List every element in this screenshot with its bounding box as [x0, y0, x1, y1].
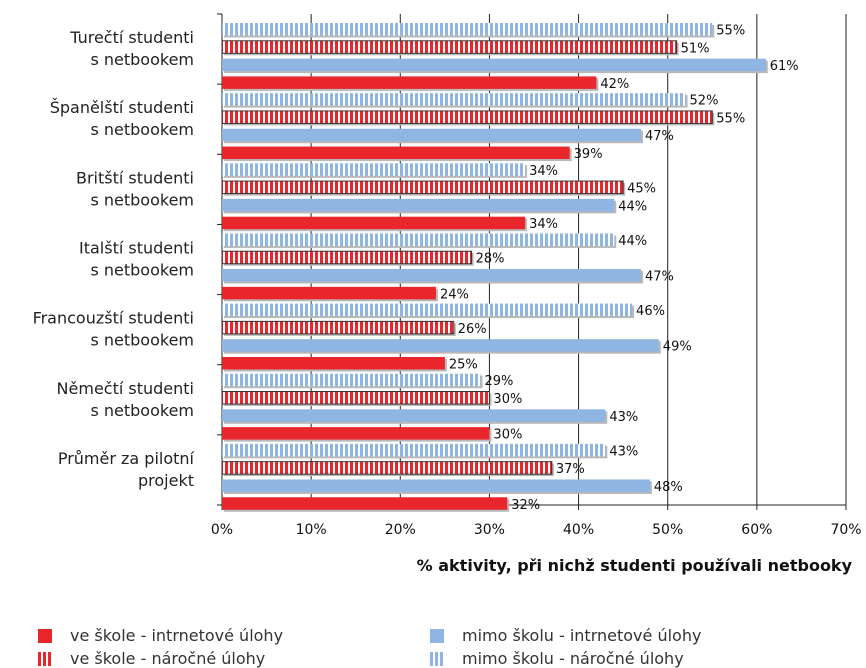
x-tick-label: 70% [830, 522, 861, 538]
bar-chart: 0% 10% 20% 30% 40% 50% 60% 70% 55% 51% 61% 42% Tureč… [33, 13, 862, 575]
data-label: 42% [600, 77, 629, 92]
bar [222, 427, 490, 440]
x-tick-label: 30% [474, 522, 505, 538]
data-label: 43% [609, 410, 638, 425]
category-label: projekt [138, 471, 194, 490]
bar [222, 356, 445, 370]
bar [222, 373, 481, 387]
data-label: 44% [618, 199, 647, 214]
x-tick-label: 10% [296, 522, 327, 538]
legend-swatch-blue-solid [430, 628, 444, 643]
category-label: Turečtí studenti [69, 28, 194, 47]
data-label: 29% [485, 374, 514, 389]
data-label: 28% [476, 252, 505, 267]
bar [222, 146, 570, 160]
category-label: s netbookem [90, 50, 194, 69]
bar [222, 269, 641, 282]
bar [222, 233, 615, 246]
chart-container: 0% 10% 20% 30% 40% 50% 60% 70% 55% 51% 61% 42% Tureč… [33, 13, 862, 668]
legend-item-ve-skole-internetove: ve škole - intrnetové úlohy [38, 626, 283, 645]
legend-swatch-blue-striped [430, 651, 444, 666]
data-label: 52% [690, 94, 719, 109]
legend-swatch-red-striped [38, 651, 52, 666]
x-axis-title: % aktivity, při nichž studenti používali… [417, 556, 853, 575]
data-label: 55% [716, 24, 745, 39]
legend-item-mimo-skolu-narocne: mimo školu - náročné úlohy [430, 649, 684, 668]
bar [222, 76, 597, 89]
data-label: 45% [627, 182, 656, 197]
data-label: 30% [493, 392, 522, 407]
x-tick-label: 0% [211, 522, 233, 538]
data-label: 61% [770, 59, 799, 74]
category-label: s netbookem [90, 120, 194, 139]
x-tick-label: 20% [385, 522, 416, 538]
legend-label: ve škole - náročné úlohy [70, 649, 266, 668]
category-label: Němečtí studenti [57, 379, 194, 398]
bar [222, 303, 633, 317]
x-tick-label: 50% [652, 522, 683, 538]
data-label: 46% [636, 304, 665, 319]
data-label: 30% [493, 428, 522, 443]
bar [221, 391, 490, 405]
category-label: s netbookem [90, 331, 194, 350]
bar [222, 198, 615, 212]
data-label: 47% [645, 129, 674, 144]
bar [221, 180, 624, 195]
bar [222, 286, 436, 300]
bar [222, 216, 526, 230]
bar [221, 40, 678, 54]
category-label: Italští studenti [79, 239, 194, 258]
legend-item-ve-skole-narocne: ve škole - náročné úlohy [38, 649, 265, 668]
legend-label: mimo školu - intrnetové úlohy [462, 626, 702, 645]
data-label: 24% [440, 287, 469, 302]
x-tick-label: 40% [563, 522, 594, 538]
data-label: 34% [529, 217, 558, 232]
data-label: 32% [511, 498, 540, 513]
category-label: s netbookem [90, 401, 194, 420]
category-label: Britští studenti [76, 168, 194, 187]
data-label: 47% [645, 270, 674, 285]
category-label: Španělští studenti [50, 98, 194, 117]
data-label: 43% [609, 444, 638, 459]
bar [221, 461, 553, 475]
bar [222, 479, 650, 492]
legend-item-mimo-skolu-internetove: mimo školu - intrnetové úlohy [430, 626, 701, 645]
category-label: Francouzští studenti [33, 309, 194, 328]
bar [222, 23, 713, 36]
x-tick-label: 60% [741, 522, 772, 538]
bar [222, 93, 686, 106]
data-label: 51% [681, 41, 710, 56]
legend-label: mimo školu - náročné úlohy [462, 649, 684, 668]
category-label: s netbookem [90, 190, 194, 209]
bar [222, 339, 659, 352]
bar [222, 409, 606, 422]
category-label: s netbookem [90, 261, 194, 280]
data-label: 39% [574, 147, 603, 162]
bar [221, 250, 473, 265]
bar [222, 58, 766, 72]
data-label: 49% [663, 340, 692, 355]
data-label: 34% [529, 164, 558, 179]
bar [221, 110, 713, 124]
category-label: Průměr za pilotní [58, 449, 195, 468]
bar [222, 443, 606, 457]
data-label: 44% [618, 234, 647, 249]
data-label: 37% [556, 462, 585, 477]
data-label: 55% [716, 111, 745, 126]
data-label: 48% [654, 480, 683, 495]
bar [222, 163, 526, 176]
bar [221, 320, 455, 335]
data-label: 26% [458, 322, 487, 337]
bar [222, 497, 508, 510]
data-label: 25% [449, 357, 478, 372]
legend-swatch-red-solid [38, 628, 52, 643]
bar [222, 128, 641, 142]
legend-label: ve škole - intrnetové úlohy [70, 626, 284, 645]
